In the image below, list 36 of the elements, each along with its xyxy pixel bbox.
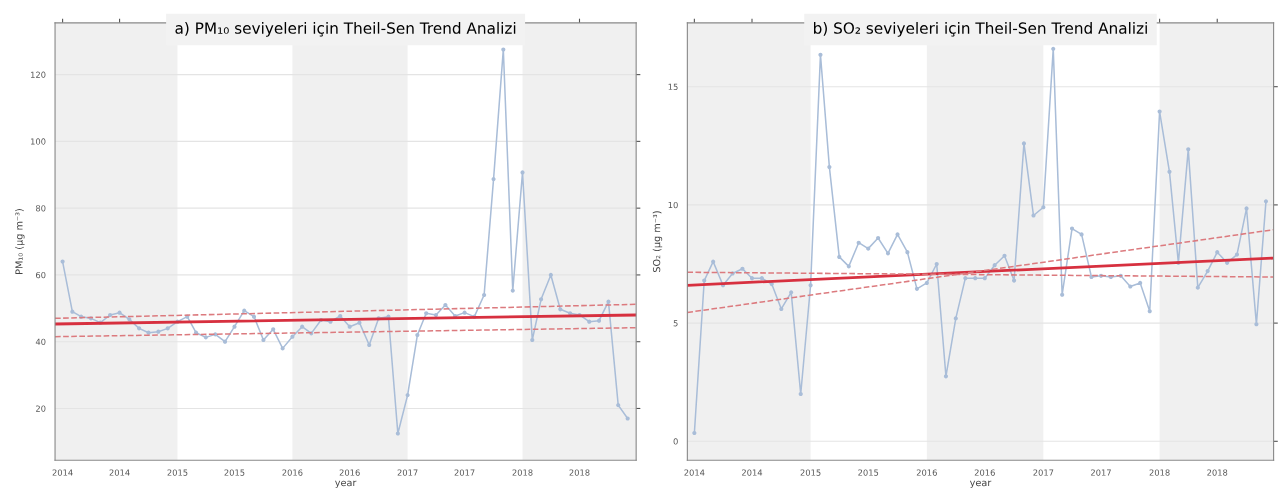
x-tick-label: 2014	[742, 469, 763, 476]
chart-title: a) PM₁₀ seviyeleri için Theil-Sen Trend Analizi	[175, 22, 516, 37]
y-tick-label: 20	[36, 405, 46, 412]
x-tick-label: 2017	[397, 469, 418, 476]
x-tick-label: 2014	[684, 469, 705, 476]
x-tick-label: 2018	[1207, 469, 1228, 476]
x-tick-label: 2014	[109, 469, 130, 476]
x-tick-label: 2015	[224, 469, 245, 476]
x-tick-label: 2018	[569, 469, 590, 476]
x-tick-label: 2015	[800, 469, 821, 476]
y-tick-label: 120	[31, 71, 46, 78]
y-axis-title: PM₁₀ (µg m⁻³)	[15, 209, 25, 274]
y-tick-label: 10	[668, 201, 678, 209]
x-tick-label: 2015	[858, 469, 879, 476]
x-axis-title: year	[335, 480, 357, 489]
y-tick-label: 0	[673, 438, 678, 445]
y-axis-title: SO₂ (µg m⁻³)	[652, 211, 663, 273]
x-tick-label: 2017	[454, 469, 475, 476]
x-axis-title: year	[969, 480, 992, 489]
y-tick-label: 5	[673, 320, 678, 327]
y-tick-label: 80	[35, 205, 46, 212]
x-tick-label: 2017	[1091, 469, 1111, 476]
x-tick-label: 2016	[339, 469, 360, 476]
x-tick-label: 2016	[916, 469, 937, 476]
x-tick-label: 2016	[282, 469, 303, 476]
x-tick-label: 2017	[1033, 469, 1054, 476]
x-tick-label: 2016	[974, 469, 995, 476]
y-tick-label: 40	[35, 338, 46, 345]
x-tick-label: 2018	[512, 469, 533, 476]
y-tick-label: 60	[35, 271, 46, 279]
y-tick-label: 15	[668, 83, 678, 90]
x-tick-label: 2014	[52, 469, 73, 476]
x-tick-label: 2015	[167, 469, 188, 476]
y-tick-label: 100	[31, 138, 46, 145]
chart-title: b) SO₂ seviyeleri için Theil-Sen Trend Analizi	[814, 22, 1147, 37]
x-tick-label: 2018	[1149, 469, 1170, 476]
